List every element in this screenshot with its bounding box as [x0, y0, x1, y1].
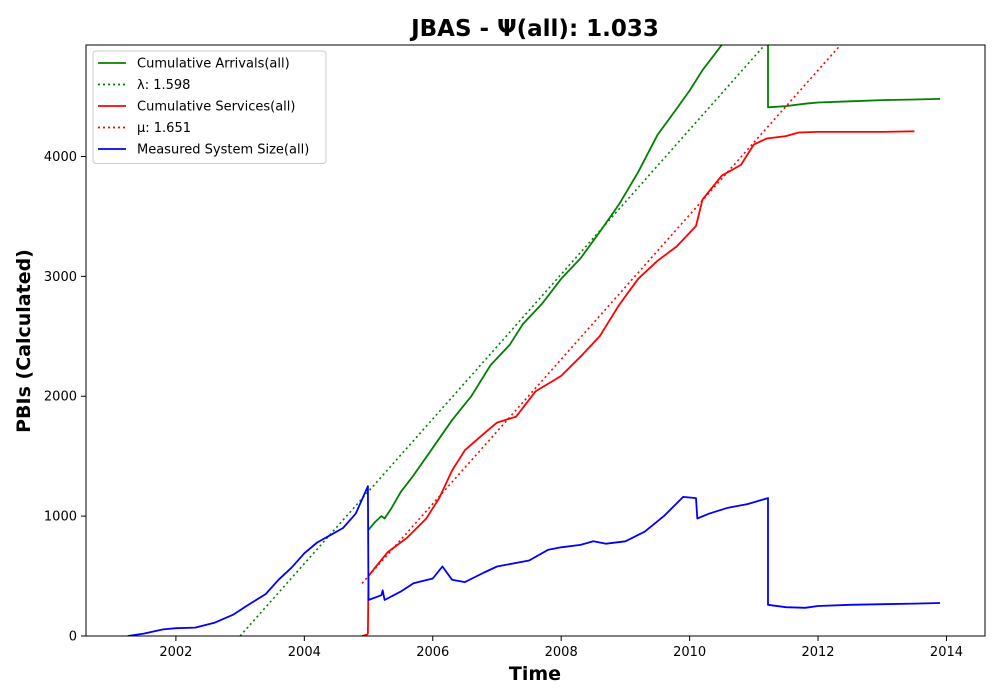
series-line-4 [361, 45, 842, 584]
series-line-5 [127, 485, 941, 636]
chart-title: JBAS - Ψ(all): 1.033 [409, 16, 659, 42]
y-tick-label: 1000 [44, 510, 77, 525]
legend-label: Cumulative Arrivals(all) [137, 57, 290, 72]
x-tick-label: 2010 [673, 645, 706, 660]
x-axis-label: Time [509, 663, 561, 685]
y-axis-label: PBIs (Calculated) [13, 249, 35, 433]
y-tick-label: 2000 [44, 390, 77, 405]
axes: 2002 2004 2006 2008 2010 2012 2014 0 1000 2000 300… [44, 150, 963, 660]
y-tick-label: 4000 [44, 150, 77, 165]
y-tick-label: 3000 [44, 270, 77, 285]
x-tick-label: 2002 [159, 645, 192, 660]
x-tick-label: 2014 [930, 645, 963, 660]
y-tick-label: 0 [69, 630, 77, 645]
legend-label: μ: 1.651 [137, 121, 191, 136]
legend-label: Cumulative Services(all) [137, 100, 295, 115]
series-line-1 [767, 45, 941, 109]
x-tick-label: 2004 [288, 645, 321, 660]
series-line-3 [361, 130, 915, 636]
x-tick-label: 2008 [545, 645, 578, 660]
plot-frame [85, 44, 986, 637]
legend-box [92, 50, 327, 164]
legend-label: λ: 1.598 [137, 78, 190, 93]
x-tick-label: 2012 [801, 645, 834, 660]
plot-area [127, 45, 941, 636]
x-tick-label: 2006 [416, 645, 449, 660]
legend: Cumulative Arrivals(all) λ: 1.598 Cumulati… [92, 50, 327, 164]
series-line-0 [367, 45, 723, 532]
legend-label: Measured System Size(all) [137, 143, 309, 158]
